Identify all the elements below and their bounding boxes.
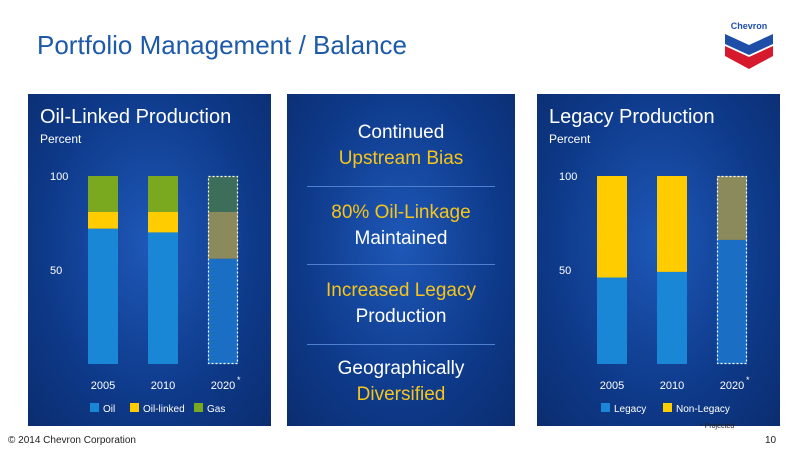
bar-oil-linked-2020 [208,211,238,259]
chart-title: Legacy Production [549,106,715,128]
divider [307,264,495,265]
y-tick-label: 100 [559,171,577,183]
bar-legacy-2010 [657,271,687,364]
chevron-logo: Chevron [723,20,775,69]
summary-2-line2: Production [355,306,447,327]
y-tick-label: 100 [50,171,68,183]
copyright: © 2014 Chevron Corporation [8,435,136,446]
legend-label: Oil-linked [143,404,185,415]
bar-oil-linked-2005 [88,211,118,229]
projected-asterisk: * [746,375,750,385]
x-tick-label: 2020 [720,380,744,392]
x-tick-label: 2005 [91,380,115,392]
footnote: * Projected [700,423,735,430]
divider [307,186,495,187]
legend-swatch [194,403,203,412]
bar-legacy-2020 [717,239,747,364]
bar-oil-2005 [88,228,118,364]
legend-swatch [90,403,99,412]
summary-1-line1: 80% Oil-Linkage [331,202,471,223]
legend-swatch [663,403,672,412]
summary-3-line2: Diversified [356,384,446,405]
legacy-panel: Legacy Production Percent 50 100 2005 2010 2… [537,94,780,426]
legend-label: Non-Legacy [676,404,730,415]
summary-3-line1: Geographically [337,358,465,379]
bar-oil-2020 [208,258,238,364]
oil-linked-chart: 50 100 2005 2010 2020 * Oil Oil-linked Gas [50,171,241,415]
bar-legacy-2005 [597,277,627,364]
summary-0-line2: Upstream Bias [338,148,464,169]
legend-swatch [601,403,610,412]
x-tick-label: 2010 [660,380,684,392]
legacy-chart: 50 100 2005 2010 2020 * Legacy Non-Legacy [559,171,750,415]
legend-label: Legacy [614,404,646,415]
bar-non-legacy-2010 [657,176,687,272]
oil-linked-panel: Oil-Linked Production Percent 50 100 2005 2… [28,94,271,426]
bar-gas-2020 [208,176,238,212]
projected-asterisk: * [237,375,241,385]
legend-label: Gas [207,404,225,415]
chart-subtitle: Percent [549,132,591,146]
summary-panel: Continued Upstream Bias 80% Oil-Linkage … [287,94,515,426]
chart-title: Oil-Linked Production [40,106,232,128]
divider [307,344,495,345]
page-number: 10 [765,435,777,446]
svg-text:Chevron: Chevron [731,21,768,31]
bar-gas-2010 [148,176,178,212]
bar-oil-2010 [148,232,178,364]
slide-title: Portfolio Management / Balance [37,30,407,60]
bar-non-legacy-2020 [717,176,747,240]
summary-0-line1: Continued [357,122,445,143]
bar-non-legacy-2005 [597,176,627,278]
bar-oil-linked-2010 [148,211,178,233]
x-tick-label: 2005 [600,380,624,392]
y-tick-label: 50 [50,265,62,277]
x-tick-label: 2010 [151,380,175,392]
x-tick-label: 2020 [211,380,235,392]
y-tick-label: 50 [559,265,571,277]
bar-gas-2005 [88,176,118,212]
chart-subtitle: Percent [40,132,82,146]
legend-swatch [130,403,139,412]
legend-label: Oil [103,404,115,415]
summary-2-line1: Increased Legacy [326,280,476,301]
summary-1-line2: Maintained [354,228,448,249]
